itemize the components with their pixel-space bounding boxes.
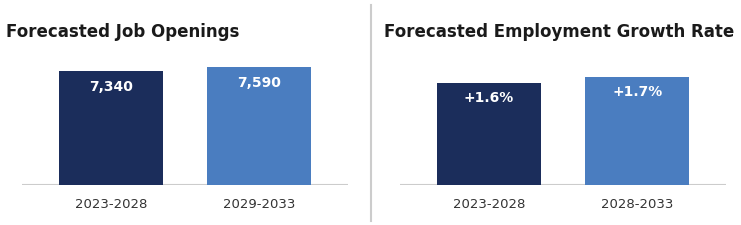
Text: Forecasted Employment Growth Rate: Forecasted Employment Growth Rate [384,23,734,41]
Text: +1.7%: +1.7% [612,85,662,99]
Text: 7,590: 7,590 [237,76,282,90]
Bar [207,67,311,184]
Text: Forecasted Job Openings: Forecasted Job Openings [6,23,239,41]
Text: 7,340: 7,340 [89,80,133,94]
Bar [585,77,689,184]
Bar [59,71,163,184]
Bar [437,83,541,184]
Text: +1.6%: +1.6% [464,91,514,105]
